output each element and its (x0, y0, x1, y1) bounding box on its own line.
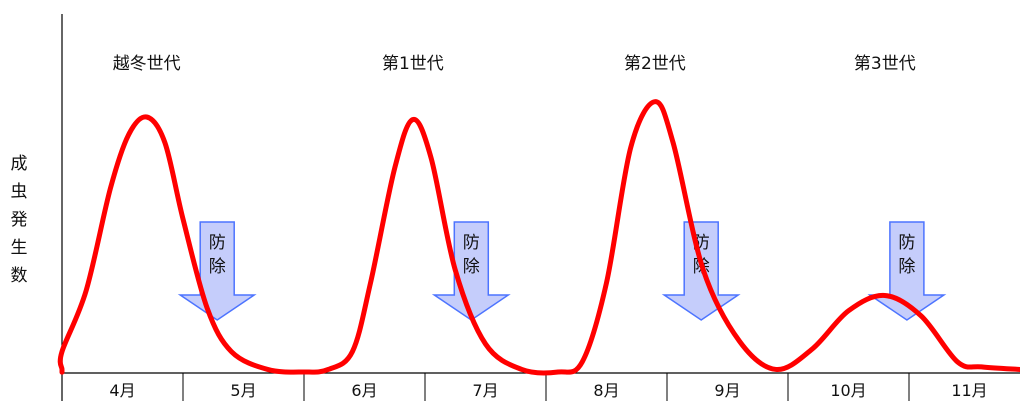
control-arrow-label: 除 (209, 257, 226, 277)
control-arrow-label: 除 (898, 257, 915, 277)
generation-label: 第1世代 (382, 54, 444, 74)
month-tick-label: 8月 (593, 381, 619, 400)
month-tick-label: 11月 (951, 381, 987, 400)
month-tick-label: 7月 (472, 381, 498, 400)
month-tick-label: 4月 (109, 381, 135, 400)
control-arrow: 防除 (177, 221, 257, 321)
y-axis-label: 成虫発生数 (10, 154, 28, 286)
control-arrow-label: 防 (463, 233, 480, 253)
month-tick-label: 9月 (714, 381, 740, 400)
generation-label: 第3世代 (854, 54, 916, 74)
control-arrow-label: 除 (463, 257, 480, 277)
month-tick-label: 5月 (230, 381, 256, 400)
control-arrow-shape (431, 221, 511, 321)
generation-label: 第2世代 (624, 54, 686, 74)
generation-label: 越冬世代 (113, 54, 181, 74)
month-tick-label: 6月 (351, 381, 377, 400)
control-arrow-shape (177, 221, 257, 321)
control-arrow: 防除 (431, 221, 511, 321)
series-line (57, 99, 1020, 376)
control-arrow-label: 防 (898, 233, 915, 253)
control-arrow-label: 防 (209, 233, 226, 253)
month-tick-label: 10月 (830, 381, 866, 400)
